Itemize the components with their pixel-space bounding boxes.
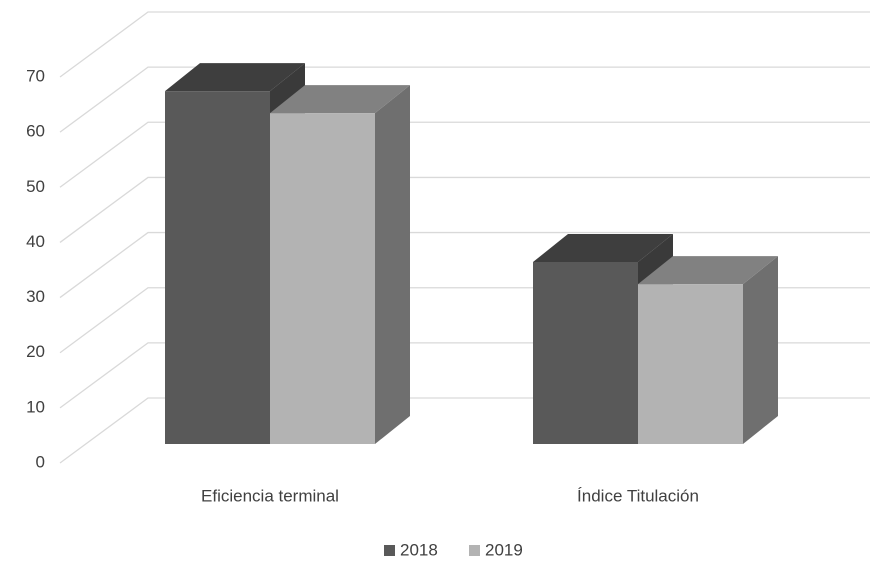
grid-line xyxy=(59,176,870,243)
x-tick-label: Eficiencia terminal xyxy=(201,486,339,505)
bar-top xyxy=(270,85,410,114)
x-tick-label: Índice Titulación xyxy=(577,486,699,505)
grid-line xyxy=(59,11,870,78)
legend-swatch xyxy=(469,545,480,556)
y-tick-label: 0 xyxy=(36,452,45,471)
y-tick-label: 10 xyxy=(26,397,45,416)
bar-front xyxy=(165,91,270,444)
legend-label: 2018 xyxy=(400,540,438,559)
y-tick-label: 40 xyxy=(26,232,45,251)
bar-front xyxy=(533,262,638,444)
bar-front xyxy=(270,113,375,445)
y-tick-label: 60 xyxy=(26,122,45,141)
bar xyxy=(270,85,410,445)
y-tick-label: 30 xyxy=(26,287,45,306)
y-tick-label: 20 xyxy=(26,342,45,361)
bar xyxy=(638,256,778,444)
bar-top xyxy=(638,256,778,285)
bar-front xyxy=(638,284,743,444)
bar-side xyxy=(375,85,410,445)
grid-line xyxy=(59,66,870,133)
bar-top xyxy=(533,234,673,263)
grid-line xyxy=(59,231,870,299)
legend-swatch xyxy=(384,545,395,556)
bar-top xyxy=(165,63,305,92)
legend-label: 2019 xyxy=(485,540,523,559)
grid-line xyxy=(59,121,870,188)
bar-side xyxy=(743,256,778,444)
y-tick-label: 50 xyxy=(26,177,45,196)
y-tick-label: 70 xyxy=(26,66,45,85)
